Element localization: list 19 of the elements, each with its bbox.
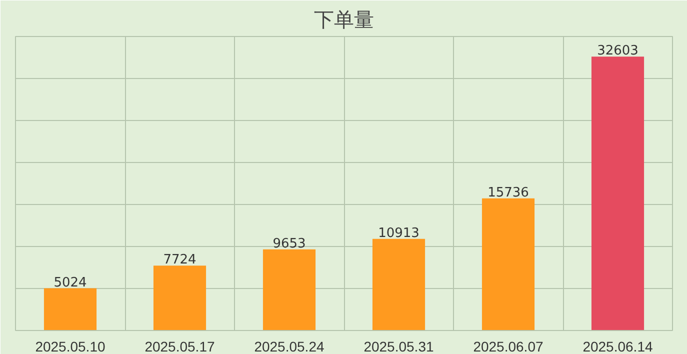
bar [482, 198, 535, 330]
x-tick-label: 2025.05.17 [144, 338, 215, 354]
bar [44, 288, 97, 330]
chart-title: 下单量 [314, 8, 374, 32]
data-label: 9653 [272, 236, 306, 252]
x-tick-label: 2025.05.24 [254, 338, 324, 354]
data-label: 15736 [488, 185, 529, 200]
data-label: 5024 [54, 275, 87, 290]
bar [153, 266, 206, 330]
bar [262, 249, 316, 330]
bar [372, 238, 426, 330]
x-tick-label: 2025.06.07 [473, 338, 544, 354]
bar [591, 56, 644, 330]
x-tick-label: 2025.06.14 [582, 338, 653, 354]
data-label: 7724 [163, 252, 196, 268]
data-label: 32603 [597, 44, 638, 59]
x-tick-label: 2025.05.10 [35, 338, 106, 354]
data-label: 10913 [378, 226, 420, 241]
x-tick-label: 2025.05.31 [364, 338, 434, 354]
